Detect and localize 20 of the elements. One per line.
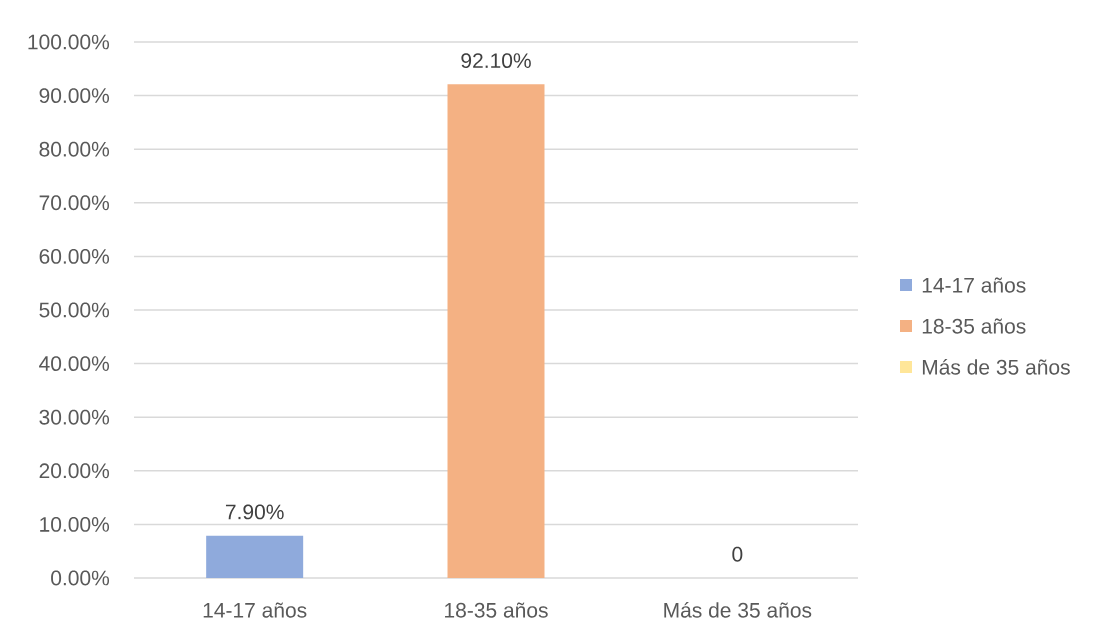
y-tick-label: 50.00% [39,302,110,318]
data-label: 7.90% [225,504,284,520]
y-tick-label: 70.00% [39,195,110,211]
y-tick-label: 90.00% [39,88,110,104]
y-tick-label: 100.00% [28,34,110,50]
data-label: 92.10% [461,53,531,69]
y-tick-label: 30.00% [39,409,110,425]
y-tick-label: 80.00% [39,141,110,157]
legend-label: 14-17 años [922,277,1026,293]
legend-label: 18-35 años [922,318,1026,334]
y-tick-label: 0.00% [51,570,110,586]
x-tick-label: 18-35 años [445,602,548,618]
y-tick-label: 40.00% [39,356,110,372]
x-tick-label: Más de 35 años [664,602,812,618]
data-label: 0 [732,546,743,562]
y-tick-label: 60.00% [39,248,110,264]
y-tick-label: 20.00% [39,463,110,479]
y-tick-label: 10.00% [40,516,110,532]
legend-label: Más de 35 años [922,359,1070,375]
x-tick-label: 14-17 años [203,602,307,618]
